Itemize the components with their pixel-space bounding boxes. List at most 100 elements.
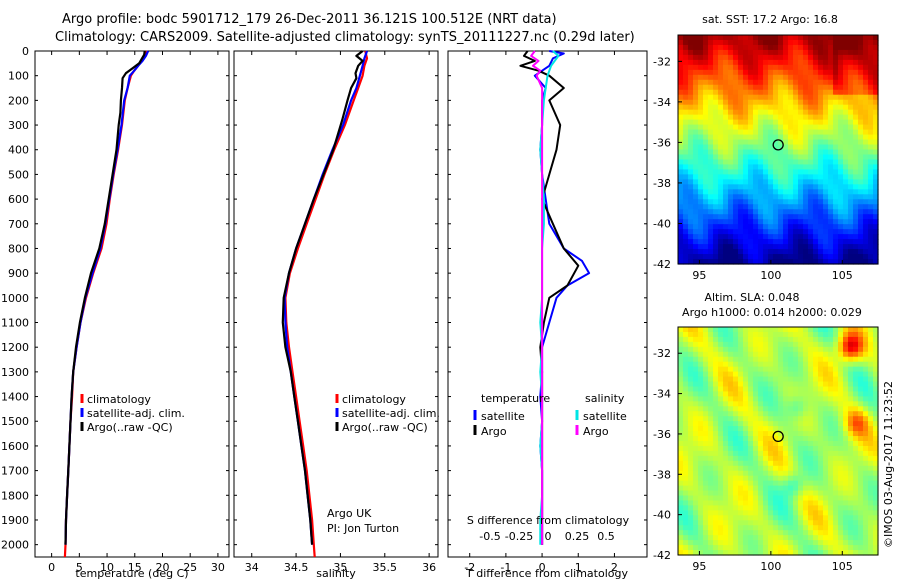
map-cell: [838, 244, 844, 250]
map-cell: [843, 515, 849, 521]
map-cell: [708, 336, 714, 343]
map-cell: [713, 356, 719, 363]
map-cell: [853, 54, 859, 61]
map-cell: [703, 396, 709, 402]
map-cell: [783, 154, 789, 161]
map-cell: [678, 149, 684, 156]
map-cell: [793, 495, 799, 502]
map-cell: [728, 540, 734, 546]
map-cell: [848, 174, 854, 180]
map-cell: [803, 500, 809, 507]
map-cell: [868, 54, 874, 61]
map-cell: [683, 244, 689, 250]
map-cell: [838, 510, 844, 516]
map-cell: [738, 209, 744, 215]
map-cell: [763, 79, 769, 86]
map-cell: [683, 550, 689, 556]
map-cell: [808, 64, 814, 71]
map-cell: [743, 164, 749, 171]
map-cell: [853, 480, 859, 487]
map-cell: [693, 209, 699, 215]
map-cell: [843, 169, 849, 175]
map-cell: [788, 204, 794, 210]
map-cell: [758, 254, 764, 260]
map-cell: [743, 336, 749, 343]
map-cell: [698, 64, 704, 71]
map-cell: [873, 346, 879, 353]
sla-map-title: Altim. SLA: 0.048: [704, 291, 799, 304]
map-cell: [678, 59, 684, 66]
map-cell: [743, 249, 749, 255]
map-cell: [738, 239, 744, 245]
map-cell: [863, 204, 869, 210]
map-cell: [743, 470, 749, 477]
map-cell: [858, 259, 864, 265]
map-cell: [828, 174, 834, 180]
map-cell: [793, 327, 799, 333]
map-cell: [838, 89, 844, 96]
map-cell: [778, 530, 784, 536]
map-cell: [863, 341, 869, 348]
map-cell: [838, 74, 844, 81]
map-cell: [828, 470, 834, 477]
map-cell: [808, 49, 814, 56]
map-cell: [733, 545, 739, 551]
map-cell: [718, 416, 724, 422]
map-cell: [678, 199, 684, 205]
x-tick-label: 30: [211, 561, 225, 574]
map-cell: [813, 455, 819, 462]
map-cell: [843, 184, 849, 190]
map-cell: [798, 204, 804, 210]
map-cell: [828, 184, 834, 190]
map-cell: [778, 421, 784, 427]
map-cell: [818, 327, 824, 333]
map-cell: [863, 441, 869, 447]
map-cell: [763, 475, 769, 482]
map-cell: [773, 119, 779, 126]
map-cell: [813, 376, 819, 383]
map-cell: [693, 485, 699, 492]
map-cell: [838, 336, 844, 343]
map-cell: [863, 351, 869, 358]
map-cell: [833, 455, 839, 462]
map-cell: [693, 99, 699, 106]
map-cell: [698, 386, 704, 393]
map-cell: [828, 254, 834, 260]
map-cell: [793, 189, 799, 195]
map-cell: [803, 445, 809, 452]
map-cell: [873, 540, 879, 546]
map-cell: [823, 194, 829, 200]
map-cell: [868, 169, 874, 175]
map-cell: [783, 416, 789, 422]
map-cell: [748, 421, 754, 427]
map-cell: [733, 381, 739, 388]
map-cell: [808, 381, 814, 388]
map-cell: [843, 396, 849, 402]
map-cell: [818, 139, 824, 146]
map-cell: [818, 164, 824, 171]
map-cell: [793, 114, 799, 121]
map-cell: [753, 416, 759, 422]
map-cell: [793, 341, 799, 348]
map-cell: [863, 421, 869, 427]
map-cell: [863, 64, 869, 71]
map-cell: [753, 89, 759, 96]
map-cell: [788, 129, 794, 136]
map-cell: [823, 224, 829, 230]
map-cell: [818, 174, 824, 180]
map-cell: [728, 391, 734, 397]
map-cell: [853, 39, 859, 46]
map-cell: [678, 525, 684, 531]
map-cell: [798, 74, 804, 81]
map-cell: [798, 54, 804, 61]
map-cell: [708, 129, 714, 136]
map-cell: [723, 249, 729, 255]
map-cell: [733, 376, 739, 383]
map-cell: [858, 431, 864, 437]
map-cell: [798, 214, 804, 220]
map-cell: [763, 401, 769, 407]
map-cell: [813, 179, 819, 185]
map-cell: [833, 545, 839, 551]
map-cell: [738, 540, 744, 546]
map-cell: [738, 500, 744, 507]
